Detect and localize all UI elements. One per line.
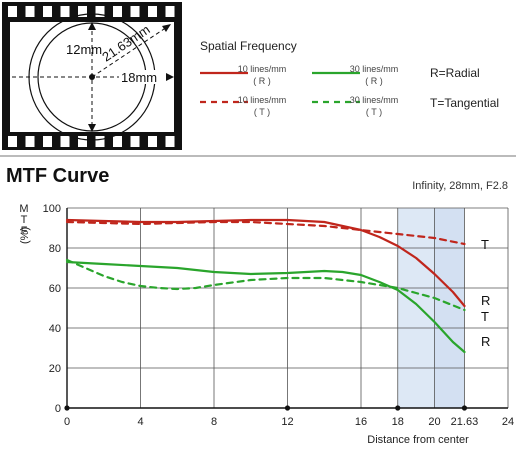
legend-label-30-t: 30 lines/mm xyxy=(350,95,399,105)
sprocket-hole xyxy=(78,6,87,17)
top-area: 12mm 21.63mm 18mm Spatial Frequency 10 l… xyxy=(0,2,516,157)
mtf-chart: MTF Curve Infinity, 28mm, F2.8 MTF(%) 02… xyxy=(6,165,514,446)
series-line-r30 xyxy=(65,260,466,354)
sprocket-hole xyxy=(8,6,17,17)
legend-sub-30-t: ( T ) xyxy=(366,107,382,117)
up-arrow-icon xyxy=(88,22,96,30)
series-line-t30 xyxy=(65,258,466,312)
legend: Spatial Frequency 10 lines/mm ( R ) 30 l… xyxy=(200,39,499,117)
x-tick-label: 12 xyxy=(281,416,293,428)
x-tick-label: 20 xyxy=(428,416,440,428)
y-tick-label: 40 xyxy=(49,323,61,335)
sprocket-hole xyxy=(130,136,140,147)
legend-sub-10-t: ( T ) xyxy=(254,107,270,117)
sprocket-hole xyxy=(165,136,175,147)
shaded-region xyxy=(397,208,435,408)
sprocket-hole xyxy=(95,136,105,147)
diagonal-arrow-icon xyxy=(162,24,171,32)
x-tick-label: 24 xyxy=(502,416,514,428)
axes: 0 20 40 60 80 100 0 4 8 12 16 18 20 21.63 24 xyxy=(43,203,514,428)
y-tick-label: 60 xyxy=(49,283,61,295)
y-label-unit: (%) xyxy=(19,227,31,244)
legend-key-tangential: T=Tangential xyxy=(430,96,499,110)
sprocket-hole xyxy=(60,136,70,147)
y-tick-label: 20 xyxy=(49,363,61,375)
sprocket-hole xyxy=(165,6,175,17)
right-arrow-icon xyxy=(166,73,174,81)
end-label-t30: T xyxy=(481,309,489,324)
y-tick-label: 80 xyxy=(49,243,61,255)
sprocket-hole xyxy=(8,136,17,147)
dim-label-18mm: 18mm xyxy=(121,70,157,85)
y-label-char: F xyxy=(21,225,28,237)
x-axis-label: Distance from center xyxy=(367,434,469,446)
x-tick-label: 8 xyxy=(211,416,217,428)
legend-label-30-r: 30 lines/mm xyxy=(350,64,399,74)
sprocket-hole xyxy=(148,136,157,147)
series-line-t10 xyxy=(65,220,466,246)
chart-title: MTF Curve xyxy=(6,165,109,187)
sprocket-hole xyxy=(130,6,140,17)
end-label-r10: R xyxy=(481,293,490,308)
x-tick-label: 16 xyxy=(355,416,367,428)
sprocket-hole xyxy=(95,6,105,17)
grid xyxy=(67,207,509,408)
legend-title: Spatial Frequency xyxy=(200,39,297,53)
y-tick-label: 0 xyxy=(55,403,61,415)
legend-label-10-t: 10 lines/mm xyxy=(238,95,287,105)
sprocket-hole xyxy=(60,6,70,17)
legend-label-10-r: 10 lines/mm xyxy=(238,64,287,74)
down-arrow-icon xyxy=(88,124,96,132)
diagonal-dim-line xyxy=(91,24,171,78)
sprocket-hole xyxy=(148,6,157,17)
sprocket-hole xyxy=(43,136,52,147)
legend-key-radial: R=Radial xyxy=(430,66,480,80)
sprocket-hole xyxy=(25,6,35,17)
sprocket-hole xyxy=(113,6,122,17)
x-tick-label: 18 xyxy=(392,416,404,428)
series-line-r10 xyxy=(65,218,466,308)
legend-sub-30-r: ( R ) xyxy=(365,76,383,86)
shaded-regions xyxy=(397,208,465,408)
x-axis-dot xyxy=(284,405,291,411)
x-axis-dot xyxy=(395,405,401,411)
legend-sub-10-r: ( R ) xyxy=(253,76,271,86)
y-label-char: T xyxy=(21,214,28,226)
series xyxy=(65,218,466,354)
sprocket-holes xyxy=(8,6,175,147)
end-label-t10: T xyxy=(481,237,489,252)
dim-label-12mm: 12mm xyxy=(66,42,102,57)
y-tick-label: 100 xyxy=(43,203,61,215)
end-label-r30: R xyxy=(481,334,490,349)
sprocket-hole xyxy=(113,136,122,147)
origin-dot xyxy=(64,405,70,411)
y-label-char: M xyxy=(19,203,28,215)
x-tick-label: 0 xyxy=(64,416,70,428)
center-dot xyxy=(89,74,95,80)
chart-subtitle: Infinity, 28mm, F2.8 xyxy=(412,180,508,192)
sprocket-hole xyxy=(25,136,35,147)
sprocket-hole xyxy=(43,6,52,17)
y-axis-label: MTF(%) xyxy=(19,203,31,244)
x-axis-dot xyxy=(461,405,468,411)
film-frame-diagram: 12mm 21.63mm 18mm xyxy=(2,2,182,150)
x-tick-label: 4 xyxy=(137,416,143,428)
x-tick-label: 21.63 xyxy=(451,416,479,428)
dim-18-bg xyxy=(119,70,163,84)
sprocket-hole xyxy=(78,136,87,147)
